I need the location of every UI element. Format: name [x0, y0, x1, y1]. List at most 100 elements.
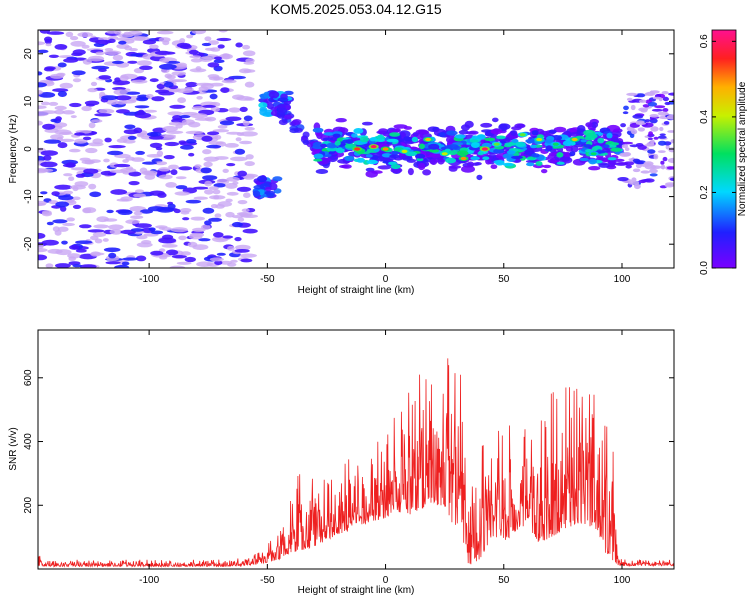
spectrogram-blob [129, 48, 138, 52]
spectrogram-blob [242, 228, 258, 234]
spectrogram-blob [515, 141, 526, 147]
spectrogram-blob [225, 211, 235, 218]
spectrogram-blob [128, 181, 140, 186]
spectrogram-blob [216, 37, 232, 42]
spectrogram-blob [230, 156, 248, 162]
spectrogram-blob [634, 183, 641, 190]
spectrogram-blob [158, 91, 175, 96]
spectrogram-blob [221, 79, 237, 84]
spectrogram-blob [54, 109, 65, 115]
spectrogram-blob [149, 78, 159, 83]
spectrogram-blob [97, 37, 110, 41]
spectrogram-panel [38, 30, 674, 268]
spectrogram-blob [114, 265, 130, 268]
spectrogram-blob [82, 207, 92, 214]
spectrogram-blob [112, 54, 124, 61]
spectrogram-blob [106, 99, 119, 105]
spectrogram-blob [124, 124, 136, 130]
spectrogram-blob [51, 191, 60, 197]
spectrogram-blob [322, 137, 334, 141]
spectrogram-blob [181, 119, 195, 125]
spectrogram-blob [640, 170, 651, 174]
spectrogram-blob [201, 42, 212, 47]
spectrogram-blob [341, 164, 352, 169]
spectrogram-blob [48, 54, 60, 58]
spectrogram-blob [354, 147, 361, 151]
spectrogram-blob [199, 56, 213, 62]
spectrogram-blob [102, 238, 109, 242]
spectrogram-blob [668, 92, 674, 96]
spectrogram-blob [476, 174, 483, 181]
spectrogram-blob [320, 143, 327, 148]
spectrogram-blob [403, 136, 412, 142]
spectrogram-blob [569, 151, 576, 157]
spectrogram-blob [552, 142, 559, 146]
snr-panel [38, 358, 674, 568]
spectrogram-blob [113, 89, 128, 95]
spectrogram-blob [68, 176, 75, 181]
spectrogram-blob [158, 174, 173, 180]
spectrogram-blob [136, 235, 148, 240]
spectrogram-blob [446, 130, 458, 136]
spectrogram-blob [650, 126, 659, 132]
spectrogram-blob [149, 190, 165, 196]
spectrogram-blob [55, 263, 71, 268]
spectrogram-blob [302, 131, 310, 138]
spectrogram-blob [185, 130, 204, 135]
spectrogram-blob [210, 106, 220, 113]
spectrogram-blob [662, 96, 670, 102]
spectrogram-blob [640, 179, 652, 182]
spectrogram-blob [490, 128, 503, 135]
spectrogram-blob [70, 167, 89, 171]
spectrogram-blob [667, 157, 674, 164]
spectrogram-blob [91, 65, 110, 70]
spectrogram-blob [125, 219, 140, 224]
spectrogram-blob [121, 261, 130, 266]
spectrogram-blob [448, 165, 462, 169]
spectrogram-blob [185, 199, 202, 204]
spectrogram-blob [313, 158, 323, 162]
spectrogram-blob [460, 156, 467, 161]
spectrogram-blob [344, 155, 355, 161]
spectrogram-blob [63, 58, 79, 63]
spectrogram-blob [103, 50, 122, 56]
spectrogram-blob [142, 161, 158, 165]
spectrogram-blob [178, 235, 187, 241]
spectrogram-blob [105, 261, 121, 265]
spectrogram-blob [193, 186, 209, 190]
spectrogram-blob [658, 140, 667, 146]
spectrogram-blob [55, 201, 70, 208]
spectrogram-blob [202, 104, 216, 108]
spectrogram-blob [635, 143, 644, 147]
spectrogram-blob [175, 185, 188, 190]
spectrogram-blob [659, 126, 664, 132]
spectrogram-blob [143, 109, 157, 113]
spectrogram-blob [158, 237, 177, 244]
spectrogram-blob [445, 157, 457, 164]
colorbar-ticks: 0.0 0.2 0.4 0.6 [699, 34, 736, 275]
figure-title: KOM5.2025.053.04.12.G15 [270, 1, 441, 17]
spectrogram-blob [227, 245, 235, 251]
spectrogram-blob [82, 58, 92, 65]
spectrogram-blob [204, 189, 214, 195]
spectrogram-blob [531, 153, 540, 158]
spectrogram-blob [549, 158, 556, 164]
spectrogram-blob [642, 104, 650, 108]
spectrogram-blob [96, 216, 109, 223]
spectrogram-blob [418, 143, 425, 150]
snr-x-tick-label: 50 [498, 575, 510, 586]
spectrogram-blob [213, 59, 225, 64]
spectrogram-blob [222, 235, 234, 239]
spectrogram-blob [403, 126, 412, 130]
spectrogram-blob [235, 42, 243, 48]
spectrogram-x-tick-label: 0 [383, 274, 389, 285]
spectrogram-xlabel: Height of straight line (km) [298, 285, 415, 296]
spectrogram-blob [65, 31, 74, 38]
spectrogram-blob [660, 160, 665, 165]
spectrogram-blob [376, 138, 385, 142]
spectrogram-blob [472, 155, 479, 161]
spectrogram-blob [107, 150, 124, 156]
spectrogram-blob [461, 165, 475, 173]
spectrogram-blob [265, 186, 272, 192]
